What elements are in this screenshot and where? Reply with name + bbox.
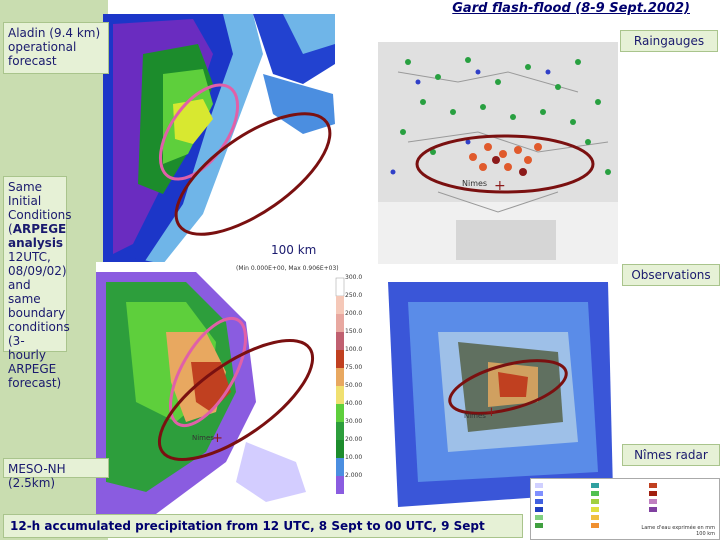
mesonh-scale-tick: 75.00 (345, 364, 363, 371)
aladin-label: Aladin (9.4 km) operational forecast (3, 22, 109, 74)
mesonh-scale-tick: 250.0 (345, 292, 363, 299)
mesonh-scale-tick: 300.0 (345, 274, 363, 281)
mesonh-scale-tick: 150.0 (345, 328, 363, 335)
raingauges-map: Nimes + (378, 42, 618, 264)
svg-text:+: + (494, 178, 506, 194)
mesonh-colour-scale (335, 277, 345, 494)
svg-text:+: + (212, 431, 223, 446)
mesonh-scale-tick: 100.0 (345, 346, 363, 353)
svg-text:Nimes: Nimes (192, 434, 214, 442)
aladin-forecast-map (103, 14, 335, 264)
svg-text:Nimes: Nimes (464, 412, 486, 420)
mesonh-scale-tick: 50.00 (345, 382, 363, 389)
radar-map-graphic: Nimes + (378, 272, 618, 514)
radar-legend-unit: Lame d'eau exprimée en mm (641, 525, 715, 531)
mesonh-scale-tick: 200.0 (345, 310, 363, 317)
nimes-radar-label: Nîmes radar (622, 444, 720, 466)
aladin-map-graphic (103, 14, 335, 264)
observations-label: Observations (622, 264, 720, 286)
same-conditions-label: Same Initial Conditions (ARPEGE analysis… (3, 176, 72, 390)
mesonh-scale-tick: 30.00 (345, 418, 363, 425)
radar-legend: Lame d'eau exprimée en mm 100 km (530, 478, 720, 540)
mesonh-min-max: (Min 0.000E+00, Max 0.906E+03) (236, 265, 339, 272)
raingauges-map-graphic: Nimes + (378, 42, 618, 264)
raingauges-label: Raingauges (620, 30, 718, 52)
radar-legend-scale: 100 km (696, 531, 715, 537)
mesonh-scale-tick: 40.00 (345, 400, 363, 407)
scale-bar-label: 100 km (268, 243, 320, 257)
mesonh-map-graphic: (Min 0.000E+00, Max 0.906E+03) Nimes + (96, 262, 364, 514)
mesonh-scale-tick: 20.00 (345, 436, 363, 443)
mesonh-scale-tick: 2.000 (345, 472, 363, 479)
nimes-radar-map: Nimes + (378, 272, 618, 514)
slide-title: Gard flash-flood (8-9 Sept.2002) (452, 1, 690, 16)
mesonh-label: MESO-NH (2.5km) (3, 458, 109, 490)
bottom-caption: 12-h accumulated precipitation from 12 U… (3, 514, 523, 538)
raingauges-nimes-label: Nimes (462, 179, 487, 188)
svg-text:+: + (486, 405, 497, 420)
mesonh-forecast-map: (Min 0.000E+00, Max 0.906E+03) Nimes + (96, 262, 364, 514)
mesonh-scale-tick: 10.00 (345, 454, 363, 461)
